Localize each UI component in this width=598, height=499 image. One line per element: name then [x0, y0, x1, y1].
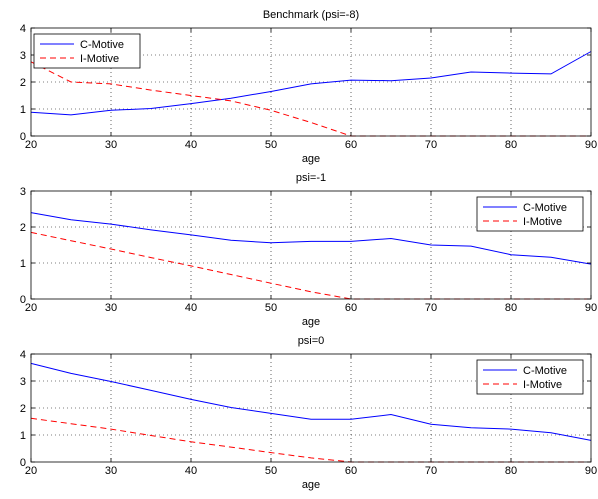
chart-panel-2: psi=-1 20 30 40 50 60 70 80 90 0 1 2 3 age C-Motive I-M…	[20, 172, 597, 328]
chart-panel-3: psi=0 20 30 40 50 60 70 80 90 0 1 2 3 4 age C-Motive I-M…	[20, 335, 597, 491]
x-tick-label: 60	[345, 465, 357, 477]
legend-label: I-Motive	[523, 379, 562, 391]
y-tick-label: 0	[20, 457, 26, 469]
x-tick-label: 80	[505, 465, 517, 477]
x-tick-label: 30	[105, 302, 117, 314]
legend: C-Motive I-Motive	[476, 196, 584, 232]
x-tick-label: 20	[25, 139, 37, 151]
y-tick-label: 3	[20, 50, 26, 62]
x-axis-label: age	[302, 316, 320, 328]
x-tick-label: 90	[585, 465, 597, 477]
legend: C-Motive I-Motive	[33, 33, 141, 69]
y-tick-label: 3	[20, 376, 26, 388]
chart-title: psi=0	[298, 335, 325, 347]
y-tick-label: 0	[20, 131, 26, 143]
x-tick-label: 70	[425, 139, 437, 151]
x-tick-label: 90	[585, 302, 597, 314]
x-tick-label: 30	[105, 465, 117, 477]
series-line-c-motive	[30, 362, 592, 441]
x-tick-label: 40	[185, 302, 197, 314]
x-tick-label: 80	[505, 302, 517, 314]
x-tick-label: 50	[265, 465, 277, 477]
legend-box	[476, 359, 584, 395]
chart-panel-1: Benchmark (psi=-8) 20 30 40 50 60 70 80 90 0 1 2 3 4 a…	[20, 9, 597, 165]
x-tick-label: 40	[185, 139, 197, 151]
y-tick-label: 2	[20, 403, 26, 415]
x-axis-label: age	[302, 479, 320, 491]
x-tick-label: 60	[345, 139, 357, 151]
y-tick-label: 1	[20, 430, 26, 442]
axes-frame	[30, 190, 592, 300]
x-tick-label: 20	[25, 465, 37, 477]
legend-label: C-Motive	[523, 202, 567, 214]
x-tick-label: 90	[585, 139, 597, 151]
legend-label: I-Motive	[523, 216, 562, 228]
y-tick-label: 4	[20, 349, 26, 361]
y-tick-label: 1	[20, 104, 26, 116]
chart-title: Benchmark (psi=-8)	[263, 9, 359, 21]
legend-label: I-Motive	[80, 53, 119, 65]
y-tick-label: 1	[20, 258, 26, 270]
y-tick-label: 3	[20, 186, 26, 198]
x-tick-label: 50	[265, 302, 277, 314]
y-tick-label: 0	[20, 294, 26, 306]
y-tick-label: 2	[20, 222, 26, 234]
x-tick-label: 30	[105, 139, 117, 151]
y-tick-label: 4	[20, 23, 26, 35]
x-tick-label: 50	[265, 139, 277, 151]
series-line-c-motive	[30, 51, 592, 116]
x-tick-label: 60	[345, 302, 357, 314]
legend-label: C-Motive	[80, 39, 124, 51]
x-tick-label: 80	[505, 139, 517, 151]
series-line-c-motive	[30, 212, 592, 265]
legend-box	[33, 33, 141, 69]
legend-label: C-Motive	[523, 365, 567, 377]
legend-box	[476, 196, 584, 232]
series-line-i-motive	[30, 417, 591, 463]
x-tick-label: 40	[185, 465, 197, 477]
legend: C-Motive I-Motive	[476, 359, 584, 395]
x-tick-label: 70	[425, 465, 437, 477]
y-tick-label: 2	[20, 77, 26, 89]
x-tick-label: 70	[425, 302, 437, 314]
x-axis-label: age	[302, 153, 320, 165]
x-tick-label: 20	[25, 302, 37, 314]
chart-title: psi=-1	[296, 172, 326, 184]
